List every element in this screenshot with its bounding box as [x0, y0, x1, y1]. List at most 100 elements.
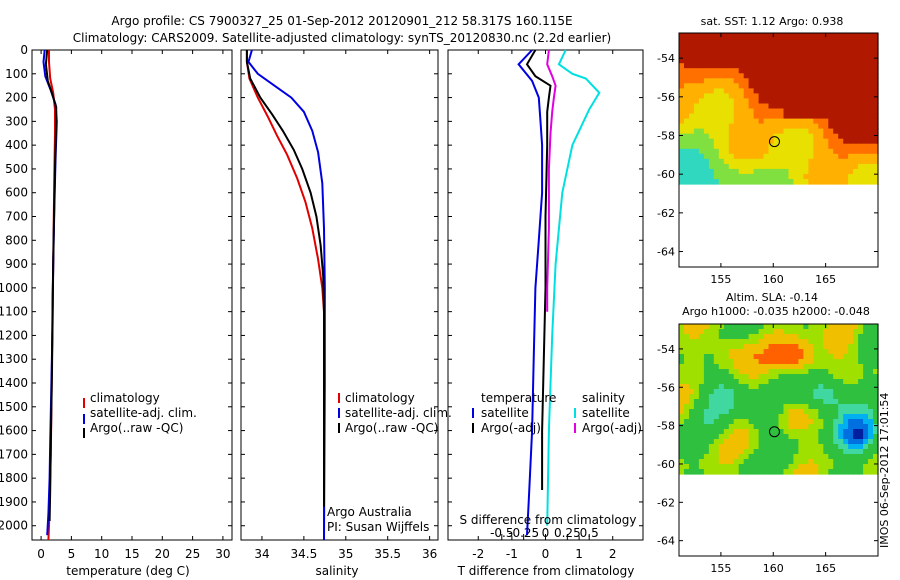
map-cell: [793, 153, 799, 160]
map-cell: [693, 179, 700, 185]
map-cell: [828, 123, 834, 130]
map-cell: [684, 133, 690, 140]
map-cell: [733, 389, 740, 395]
map-cell: [758, 464, 765, 470]
x2-tick-label: 0.25: [554, 526, 581, 540]
map-cell: [853, 439, 859, 445]
map-cell: [813, 38, 819, 44]
map-cell: [679, 78, 685, 84]
map-cell: [868, 439, 874, 445]
map-cell: [863, 78, 869, 84]
map-cell: [803, 58, 809, 64]
map-cell: [808, 148, 814, 155]
map-cell: [733, 143, 740, 150]
map-cell: [853, 369, 859, 375]
map-cell: [728, 53, 735, 59]
y-tick-label: 400: [5, 138, 28, 152]
map-cell: [723, 409, 730, 415]
map-cell: [723, 374, 730, 380]
map-cell: [808, 394, 814, 400]
map-cell: [843, 454, 849, 460]
map-cell: [813, 78, 819, 84]
map-cell: [718, 58, 725, 64]
map-cell: [843, 449, 849, 455]
map-cell: [868, 118, 874, 125]
map-cell: [718, 128, 725, 135]
map-cell: [679, 123, 685, 130]
map-cell: [853, 143, 859, 150]
map-cell: [863, 103, 869, 110]
map-cell: [803, 434, 809, 440]
map-cell: [783, 63, 790, 69]
map-cell: [838, 384, 844, 390]
map-cell: [843, 444, 849, 450]
map-cell: [763, 128, 770, 135]
x-tick-label: 35.5: [374, 547, 401, 561]
map-cell: [803, 73, 809, 79]
map-cell: [758, 168, 765, 175]
map-cell: [679, 444, 685, 450]
map-cell: [793, 158, 799, 165]
map-cell: [803, 469, 809, 475]
map-cell: [783, 73, 790, 79]
map-cell: [768, 38, 775, 44]
map-cell: [748, 158, 755, 165]
map-cell: [733, 414, 740, 420]
map-cell: [838, 409, 844, 415]
map-cell: [689, 359, 695, 365]
map-cell: [788, 128, 795, 135]
legend-label-argo: Argo(..raw -QC): [90, 421, 183, 435]
map-cell: [788, 173, 795, 180]
map-cell: [733, 464, 740, 470]
map-cell: [689, 78, 695, 84]
map-cell: [773, 68, 780, 74]
map-cell: [828, 68, 834, 74]
map-cell: [838, 38, 844, 44]
map-cell: [728, 354, 735, 360]
map-cell: [868, 123, 874, 130]
map-cell: [783, 53, 790, 59]
map-cell: [788, 384, 795, 390]
map-cell: [848, 118, 854, 125]
map-cell: [713, 454, 720, 460]
map-cell: [828, 103, 834, 110]
map-cell: [679, 133, 685, 140]
map-cell: [763, 424, 770, 430]
map-cell: [693, 83, 700, 89]
map-cell: [833, 58, 839, 64]
map-cell: [723, 179, 730, 185]
map-cell: [838, 179, 844, 185]
map-cell: [703, 419, 710, 425]
map-cell: [858, 464, 864, 470]
map-cell: [833, 404, 839, 410]
map-cell: [833, 38, 839, 44]
map-cell: [783, 88, 790, 94]
map-cell: [828, 434, 834, 440]
map-cell: [863, 143, 869, 150]
map-cell: [773, 168, 780, 175]
map-cell: [818, 93, 824, 99]
map-cell: [848, 404, 854, 410]
map-cell: [743, 148, 750, 155]
map-cell: [803, 399, 809, 405]
map-cell: [684, 138, 690, 145]
map-cell: [708, 98, 715, 104]
map-cell: [863, 464, 869, 470]
map-cell: [728, 419, 735, 425]
map-cell: [684, 48, 690, 54]
map-cell: [763, 179, 770, 185]
map-cell: [858, 153, 864, 160]
map-cell: [838, 88, 844, 94]
map-cell: [703, 324, 710, 330]
map-cell: [788, 153, 795, 160]
map-cell: [743, 58, 750, 64]
map-cell: [813, 53, 819, 59]
map-cell: [738, 464, 745, 470]
map-cell: [808, 53, 814, 59]
map-cell: [798, 83, 804, 89]
map-y-tick-label: -62: [657, 496, 675, 509]
map-cell: [728, 138, 735, 145]
header-line-2: Climatology: CARS2009. Satellite-adjuste…: [73, 31, 611, 45]
map-cell: [848, 163, 854, 170]
map-cell: [793, 83, 799, 89]
